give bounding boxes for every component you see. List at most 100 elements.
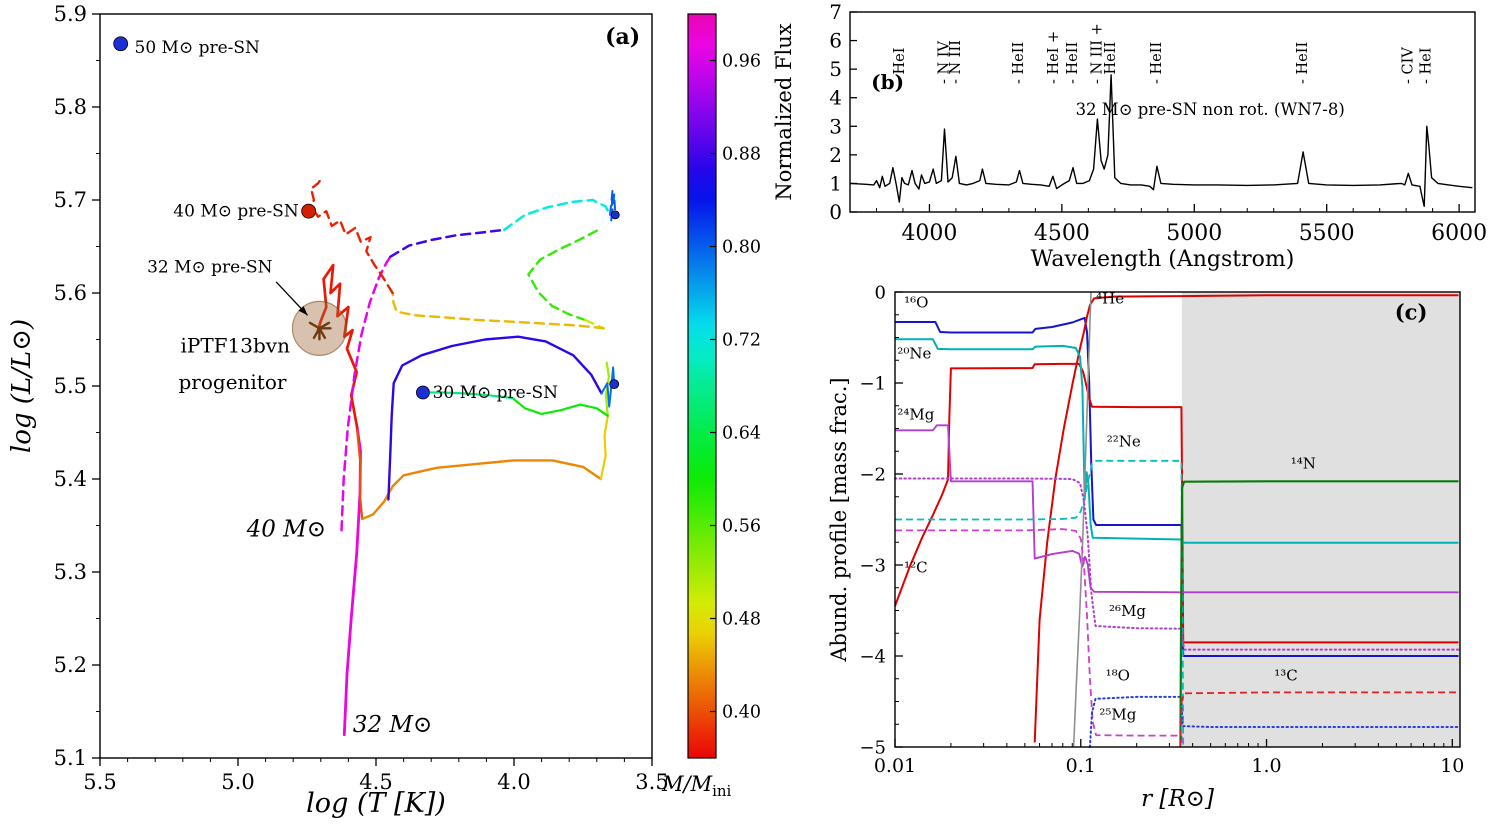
axes-frame [894,291,1461,748]
evolution-track [527,229,598,322]
evolution-track [356,429,364,521]
track-annotation: 50 M⊙ pre-SN [135,38,261,58]
isotope-label: ¹³C [1274,667,1298,685]
isotope-label: ¹⁸O [1106,667,1130,685]
progenitor-star-icon [308,321,321,330]
evolution-track [503,198,612,232]
x-tick-label: 6000 [1431,221,1487,246]
progenitor-star-icon [312,327,321,340]
isotope-label: ⁴He [1096,289,1124,307]
x-axis-label: Wavelength (Angstrom) [1031,247,1295,272]
abundance-curve [895,459,1185,748]
evolution-track [342,426,362,737]
isotope-label: ²²Ne [1107,433,1141,451]
track-annotation: 40 M⊙ pre-SN [173,202,299,222]
abundance-curve [1033,294,1459,743]
isotope-label: ¹⁶O [904,293,928,311]
y-tick-label: 1 [829,171,842,195]
annotation-arrowhead [298,306,308,316]
abundance-curve [894,362,1459,644]
x-tick-label: 0.01 [874,755,916,777]
abundance-curve [895,338,1459,544]
track-annotation: progenitor [178,370,286,394]
spectral-line-label: - HeI [892,48,908,84]
track-annotation: 30 M⊙ pre-SN [433,383,559,403]
y-tick-label: −3 [859,556,886,577]
y-tick-label: 5 [829,57,842,81]
colorbar-tick-label: 0.64 [722,424,761,444]
y-tick-label: 0 [875,283,886,304]
x-axis-label: r [R⊙] [1141,786,1214,812]
x-tick-label: 1.0 [1251,755,1281,777]
evolution-track [511,397,609,417]
y-tick-label: 5.7 [54,188,87,212]
colorbar-tick-label: 0.88 [722,145,761,165]
y-tick-label: −5 [859,738,886,759]
x-tick-label: 4.0 [497,770,530,794]
x-tick-label: 4500 [1034,221,1090,246]
evolution-track [389,228,506,258]
isotope-label: ²⁶Mg [1109,602,1146,620]
x-tick-label: 5500 [1299,221,1355,246]
abundance-curve [1179,480,1459,748]
pre-sn-marker [416,385,430,400]
panel-a-hr-diagram: 5.5 5.0 4.5 4.0 3.5 5.1 5.2 5.3 5.4 5.5 5.6 5.7 5.8 5… [7,2,761,819]
panel-c-abundance-profile: 0.01 0.1 1.0 10 0 −1 −2 −3 −4 −5 ¹⁶O ⁴He ¹²C ²⁰Ne ²⁴Mg… [827,283,1464,813]
y-tick-label: 7 [829,0,842,24]
axes-frame [99,13,653,759]
panel-label-a: (a) [605,24,640,50]
isotope-label: ²⁰Ne [897,344,931,362]
panel-label-b: (b) [871,70,904,94]
spectrum-line [849,74,1473,208]
y-tick-label: 5.5 [54,374,87,398]
y-tick-label: 5.2 [54,653,87,677]
spectral-line-label: - HeI + [1046,31,1062,84]
pre-sn-marker [609,379,620,390]
evolution-track [609,189,617,224]
y-tick-label: 5.6 [54,281,87,305]
abundance-curve [1088,695,1460,748]
x-tick-label: 10 [1440,755,1464,777]
evolution-track [387,335,603,501]
track-annotation: iPTF13bvn [180,334,290,358]
spectral-line-label: - N III + [1089,23,1105,84]
spectral-line-label: - HeII [1103,42,1119,84]
spectral-line-label: - HeII [1065,42,1081,84]
colorbar-tick-label: 0.48 [722,610,761,630]
envelope-shaded-region [1181,292,1460,747]
evolution-track [340,255,392,532]
evolution-track [307,176,394,295]
spectral-line-label: - HeII [1149,42,1165,84]
colorbar-tick-label: 0.72 [722,331,761,351]
spectral-line-label: - N IV [937,40,953,84]
y-tick-label: −4 [859,647,886,668]
abundance-curve [895,528,1184,748]
isotope-label: ²⁴Mg [897,405,934,423]
spectral-line-label: - HeI [1418,48,1434,84]
y-tick-label: 5.4 [54,467,87,491]
y-tick-label: −2 [859,465,886,486]
x-tick-label: 5000 [1166,221,1222,246]
y-axis-label: log (L/L⊙) [7,319,37,453]
colorbar-tick-label: 0.40 [722,703,761,723]
x-tick-label: 3.5 [635,770,668,794]
abundance-curve [895,424,1459,594]
colorbar-tick-label: 0.80 [722,238,761,258]
track-annotation: 32 M⊙ [353,712,432,738]
axes-frame [849,11,1476,213]
evolution-track [316,263,359,430]
x-tick-label: 5.5 [83,770,116,794]
y-tick-label: 5.3 [54,560,87,584]
x-axis-label: log (T [K]) [306,788,446,819]
y-tick-label: 5.8 [54,95,87,119]
evolution-track [421,391,514,400]
y-axis-label: Abund. profile [mass frac.] [827,377,851,662]
colorbar-label: M/Mini [661,772,732,800]
y-tick-label: 4 [829,86,842,110]
colorbar [687,13,717,759]
evolution-track [361,459,603,521]
pre-sn-marker [113,36,129,52]
evolution-track [391,291,605,330]
